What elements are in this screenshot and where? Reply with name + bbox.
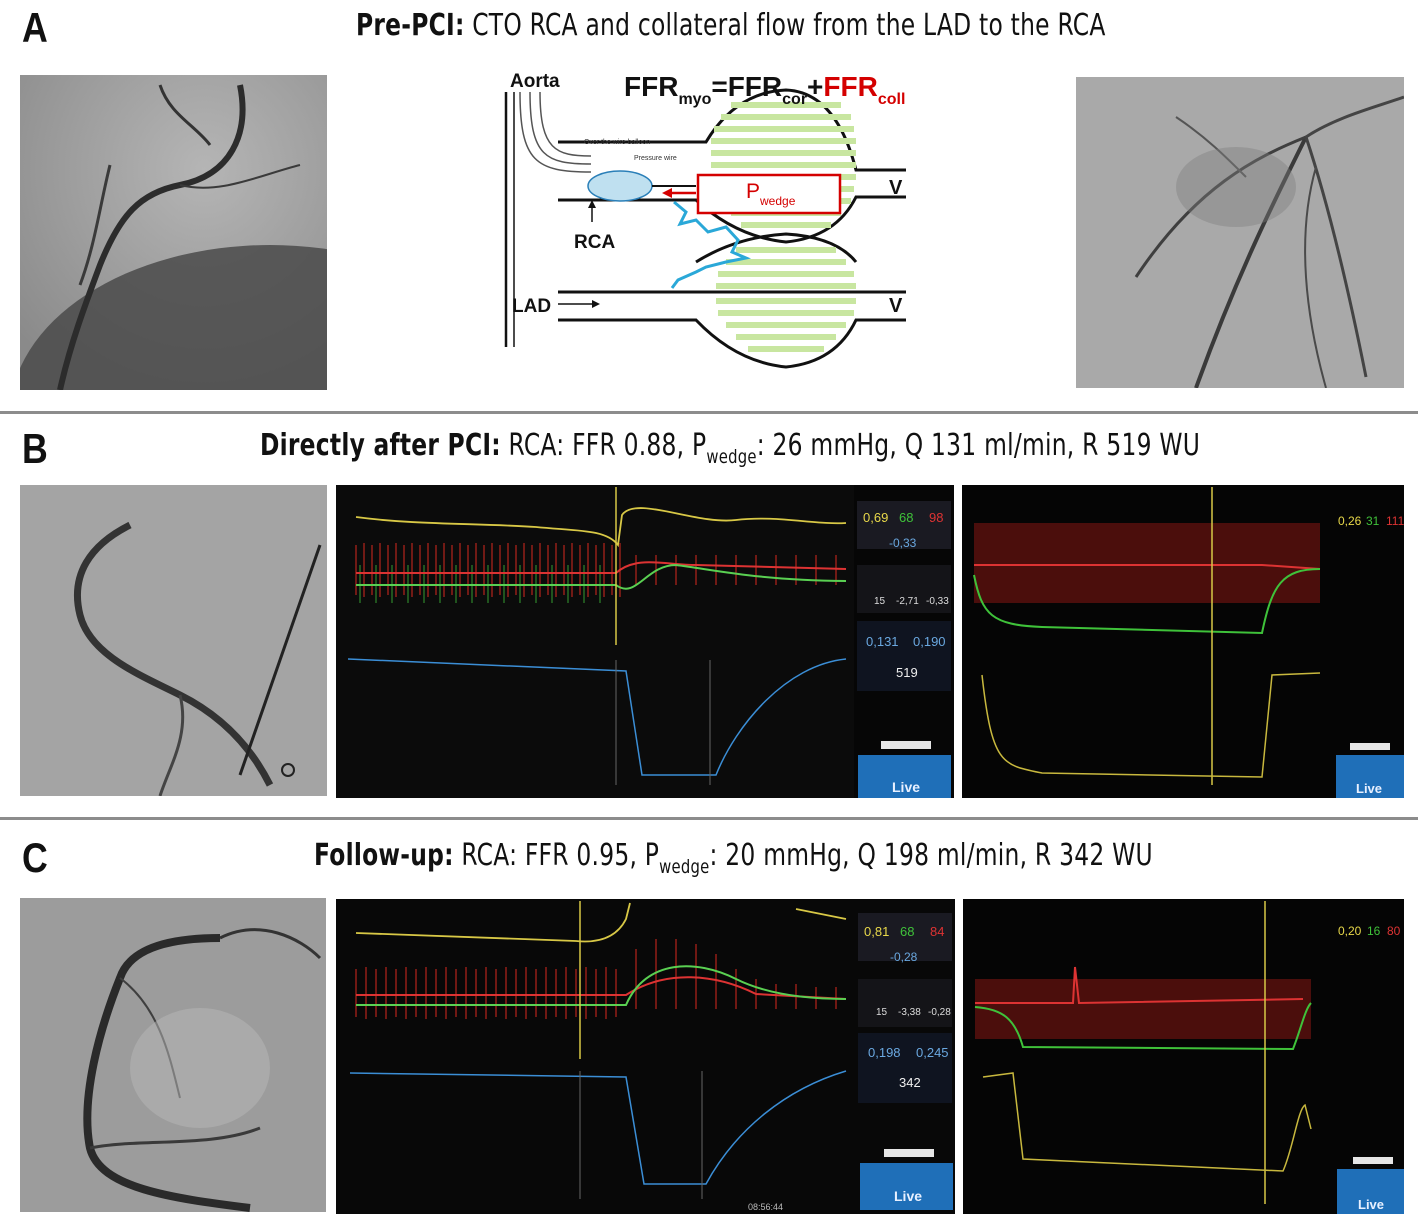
panel-c-title: Follow-up: RCA: FFR 0.95, Pwedge: 20 mmH… bbox=[314, 838, 1153, 878]
aorta-label: Aorta bbox=[510, 71, 560, 92]
panel-letter-c: C bbox=[22, 834, 48, 881]
monitor-b-thermo: 0,26 31 111 Live bbox=[962, 485, 1404, 798]
wire-note: Pressure wire bbox=[634, 155, 677, 162]
thermo-value-b1: 0,26 bbox=[1338, 514, 1362, 528]
ffr-value-b: 0,69 bbox=[863, 510, 888, 525]
panel-a-title: Pre-PCI: CTO RCA and collateral flow fro… bbox=[356, 8, 1106, 43]
angiogram-c bbox=[20, 898, 326, 1212]
inf-temp-c: -3,38 bbox=[898, 1007, 921, 1018]
live-button-c[interactable] bbox=[860, 1163, 953, 1210]
live-button-b2[interactable] bbox=[1336, 755, 1404, 798]
mix-temp-c: -0,28 bbox=[928, 1007, 951, 1018]
live-label-b2: Live bbox=[1356, 781, 1382, 796]
pd-value-c: 68 bbox=[900, 924, 914, 939]
resistance-c: 342 bbox=[899, 1075, 921, 1090]
panel-b-title: Directly after PCI: RCA: FFR 0.88, Pwedg… bbox=[260, 428, 1201, 468]
temp-delta-b: -0,33 bbox=[889, 536, 917, 550]
mix-temp-b: -0,33 bbox=[926, 596, 949, 607]
angiogram-b bbox=[20, 485, 327, 796]
collateral-flow-diagram: Over the wire balloon Pressure wire Aort… bbox=[496, 62, 936, 372]
timestamp-c: 08:56:44 bbox=[748, 1202, 783, 1212]
q-total-c: 0,245 bbox=[916, 1045, 949, 1060]
vein-label-bottom: V bbox=[889, 295, 903, 317]
inf-temp-b: -2,71 bbox=[896, 596, 919, 607]
thermo-value-c3: 80 bbox=[1387, 924, 1401, 938]
resistance-b: 519 bbox=[896, 665, 918, 680]
divider-ab bbox=[0, 411, 1418, 414]
lad-label: LAD bbox=[512, 296, 551, 317]
thermo-value-c1: 0,20 bbox=[1338, 924, 1362, 938]
inf-rate-b: 15 bbox=[874, 596, 886, 607]
divider-bc bbox=[0, 817, 1418, 820]
panel-letter-a: A bbox=[22, 4, 48, 51]
pa-value-b: 98 bbox=[929, 510, 943, 525]
monitor-b-pressure: 0,69 68 98 -0,33 15 -2,71 -0,33 0,131 0,… bbox=[336, 485, 954, 798]
thermo-value-b2: 31 bbox=[1366, 514, 1380, 528]
monitor-c-thermo: 0,20 16 80 Live bbox=[963, 899, 1404, 1214]
live-label-b: Live bbox=[892, 779, 920, 795]
pa-value-c: 84 bbox=[930, 924, 944, 939]
thermo-value-c2: 16 bbox=[1367, 924, 1381, 938]
thermo-value-b3: 111 bbox=[1386, 514, 1404, 528]
q-coronary-c: 0,198 bbox=[868, 1045, 901, 1060]
pwedge-label: Pwedge bbox=[746, 180, 796, 208]
inf-rate-c: 15 bbox=[876, 1007, 888, 1018]
monitor-c-pressure: 08:56:44 0,81 68 84 -0,28 15 -3,38 -0,28… bbox=[336, 899, 955, 1214]
vein-label-top: V bbox=[889, 177, 903, 199]
angiogram-a-right bbox=[1076, 77, 1404, 388]
live-label-c2: Live bbox=[1358, 1197, 1384, 1212]
q-coronary-b: 0,131 bbox=[866, 634, 899, 649]
pd-value-b: 68 bbox=[899, 510, 913, 525]
angiogram-a-left bbox=[20, 75, 327, 390]
panel-letter-b: B bbox=[22, 425, 48, 472]
balloon-note: Over the wire balloon bbox=[584, 139, 650, 146]
ffr-equation: FFRmyo=FFRcor+FFRcoll bbox=[624, 71, 905, 108]
live-button-c2[interactable] bbox=[1337, 1169, 1404, 1214]
live-label-c: Live bbox=[894, 1188, 922, 1204]
q-total-b: 0,190 bbox=[913, 634, 946, 649]
live-button-b[interactable] bbox=[858, 755, 951, 798]
ffr-value-c: 0,81 bbox=[864, 924, 889, 939]
temp-delta-c: -0,28 bbox=[890, 950, 918, 964]
rca-label: RCA bbox=[574, 232, 615, 253]
